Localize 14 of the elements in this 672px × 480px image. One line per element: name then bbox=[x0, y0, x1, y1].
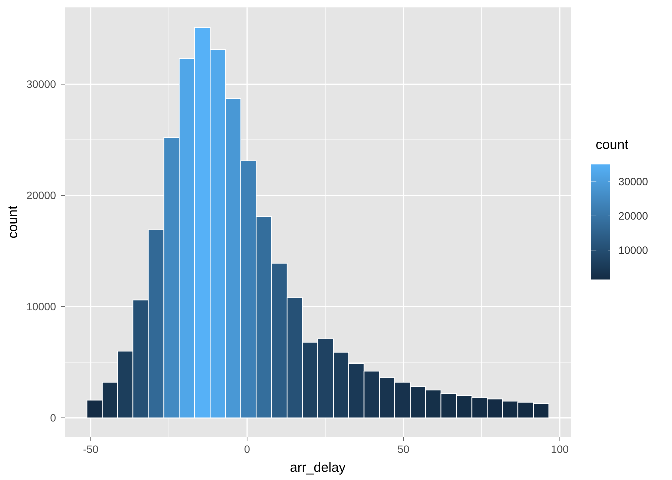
x-tick-label: -50 bbox=[84, 446, 98, 454]
color-bar-title: count bbox=[596, 140, 628, 150]
color-bar-label: 30000 bbox=[619, 178, 648, 186]
y-tick-label: 0 bbox=[50, 414, 56, 422]
x-tick-label: 0 bbox=[244, 446, 250, 454]
x-tick-label: 50 bbox=[398, 446, 410, 454]
y-axis-title: count bbox=[8, 206, 18, 238]
y-tick-label: 30000 bbox=[27, 80, 56, 88]
x-tick-label: 100 bbox=[552, 446, 569, 454]
y-tick-label: 20000 bbox=[27, 192, 56, 200]
color-bar-label: 10000 bbox=[619, 246, 648, 254]
y-tick-label: 10000 bbox=[27, 303, 56, 311]
color-bar-label: 20000 bbox=[619, 212, 648, 220]
x-axis-title: arr_delay bbox=[290, 462, 346, 475]
